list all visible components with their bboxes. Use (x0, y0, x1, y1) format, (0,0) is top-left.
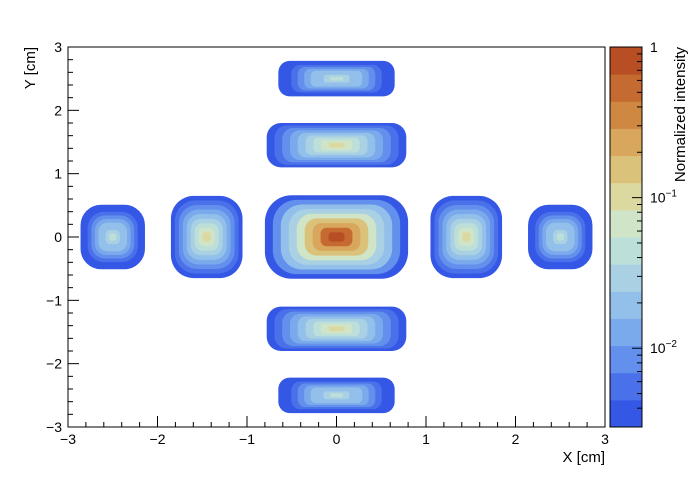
colorbar-segment (610, 399, 642, 428)
x-tick-label: 1 (422, 431, 430, 447)
lobe-contour (330, 76, 343, 81)
colorbar-tick-label: 10−1 (650, 189, 677, 206)
y-tick-label: 0 (54, 229, 62, 245)
x-tick-label: −2 (150, 431, 166, 447)
axes: −3 −2 −1 0 1 2 3 −3 −2 −1 0 1 2 3 (46, 39, 609, 447)
colorbar-segment (610, 101, 642, 129)
lobe-contour (328, 232, 345, 242)
colorbar-segment (610, 318, 642, 347)
intensity-lobe (278, 377, 395, 414)
colorbar-segment (610, 155, 642, 184)
intensity-lobe (278, 60, 395, 97)
colorbar-segment (610, 372, 642, 401)
colorbar-segment (610, 237, 642, 265)
colorbar-frame (609, 46, 643, 428)
colorbar-segment (610, 345, 642, 374)
y-tick-label: 2 (54, 102, 62, 118)
intensity-lobe (80, 204, 145, 270)
colorbar-segment (610, 264, 642, 292)
x-tick-label: 3 (601, 431, 609, 447)
y-tick-label: −2 (46, 356, 62, 372)
lobe-contour (556, 233, 564, 241)
x-tick-label: 2 (512, 431, 520, 447)
colorbar-label: Normalized intensity (672, 47, 689, 183)
y-tick-label: −1 (46, 292, 62, 308)
colorbar-tick-label: 10−2 (650, 339, 677, 356)
lobe-contour (462, 232, 471, 242)
y-axis-label: Y [cm] (22, 47, 39, 89)
intensity-lobe (430, 195, 503, 279)
intensity-lobe (264, 195, 409, 279)
colorbar-tick-label: 1 (650, 39, 658, 55)
colorbar-segment (610, 291, 642, 319)
lobe-contour (202, 232, 211, 242)
colorbar: 1 10−1 10−2 (609, 39, 677, 428)
y-tick-label: 1 (54, 166, 62, 182)
colorbar-segment (610, 47, 642, 75)
intensity-lobe (528, 204, 593, 270)
x-tick-label: −3 (60, 431, 76, 447)
x-tick-label: 0 (333, 431, 341, 447)
x-tick-label: −1 (239, 431, 255, 447)
intensity-lobes (80, 60, 593, 414)
intensity-lobe (266, 306, 407, 351)
colorbar-segment (610, 182, 642, 211)
colorbar-segment (610, 209, 642, 238)
colorbar-segment (610, 74, 642, 102)
lobe-contour (328, 326, 345, 332)
lobe-contour (109, 233, 117, 241)
lobe-contour (330, 393, 343, 398)
intensity-lobe (266, 123, 407, 168)
x-axis-label: X [cm] (562, 449, 605, 466)
colorbar-segment (610, 128, 642, 157)
y-tick-label: 3 (54, 39, 62, 55)
y-tick-label: −3 (46, 419, 62, 435)
intensity-lobe (170, 195, 243, 279)
lobe-contour (328, 142, 345, 148)
